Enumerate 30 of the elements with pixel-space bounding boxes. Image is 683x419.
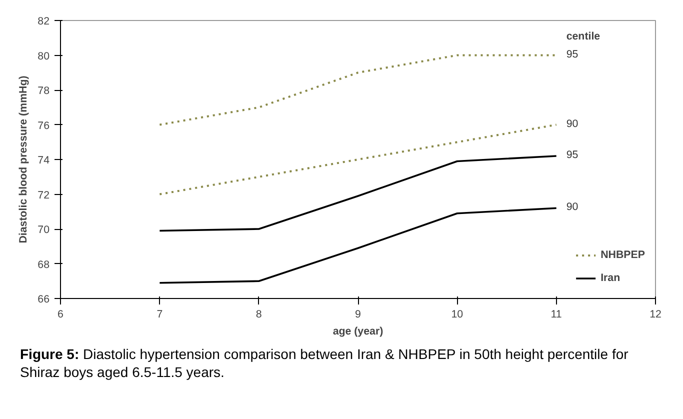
y-tick-label: 68: [38, 258, 50, 271]
x-tick-label: 11: [550, 308, 562, 320]
y-tick-label: 82: [38, 16, 50, 28]
x-tick-label: 8: [256, 308, 262, 320]
annotation: 90: [566, 118, 578, 130]
y-tick-label: 76: [38, 120, 50, 132]
y-tick-label: 78: [38, 85, 50, 97]
line-series: [158, 124, 558, 196]
x-tick-label: 6: [58, 308, 64, 320]
y-tick-label: 70: [38, 224, 50, 236]
line-series: [158, 54, 558, 126]
annotation: 90: [566, 201, 578, 214]
annotation: centile: [566, 30, 600, 42]
line-series: [158, 207, 558, 284]
x-tick-label: 10: [451, 308, 464, 320]
x-tick-label: 9: [355, 308, 362, 320]
y-tick-label: 74: [38, 154, 50, 166]
annotation: 95: [566, 48, 578, 60]
y-axis-title: Diastolic blood pressure (mmHg): [18, 75, 30, 244]
legend-label: Iran: [600, 272, 621, 284]
x-axis-title: age (year): [332, 326, 384, 338]
legend-label: NHBPEP: [600, 249, 645, 261]
x-tick-label: 12: [650, 308, 662, 320]
line-series: [158, 155, 558, 232]
x-tick-label: 7: [156, 308, 163, 320]
y-tick-label: 66: [38, 294, 50, 306]
y-tick-label: 72: [38, 189, 50, 202]
caption: Figure 5: Diastolic hypertension comparison between Iran & NHBPEP in 50th height percentile for Shiraz boys aged 6.5-11.5 years.: [20, 345, 630, 382]
y-tick-label: 80: [38, 50, 50, 62]
annotation: 95: [566, 149, 578, 162]
